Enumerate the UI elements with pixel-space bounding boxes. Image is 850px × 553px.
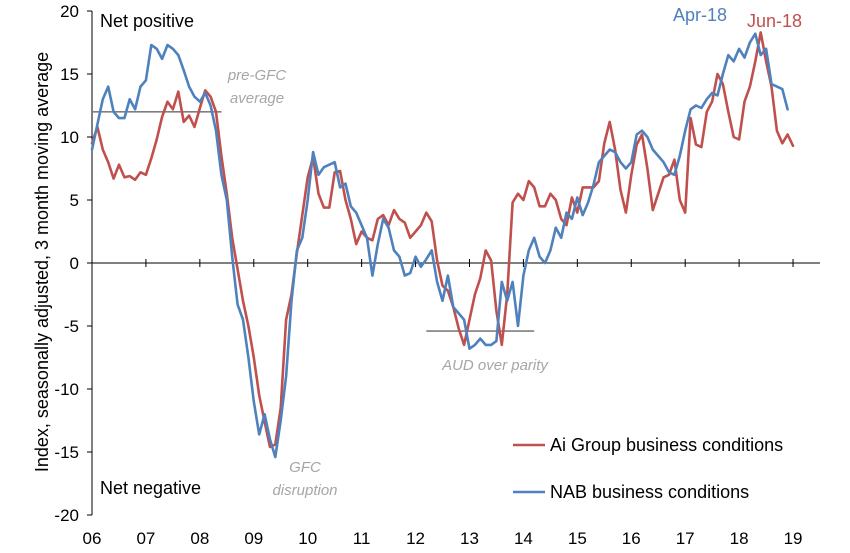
annotation-lines (92, 111, 535, 332)
y-tick-label--15: -15 (54, 443, 79, 462)
y-tick-label--20: -20 (54, 506, 79, 525)
x-tick-label-07: 07 (136, 529, 155, 548)
legend-label-nab: NAB business conditions (550, 482, 749, 502)
annotation-text-2-1: disruption (272, 482, 337, 499)
x-tick-label-12: 12 (406, 529, 425, 548)
x-tick-label-14: 14 (514, 529, 533, 548)
x-tick-label-06: 06 (83, 529, 102, 548)
x-tick-label-16: 16 (622, 529, 641, 548)
x-tick-label-08: 08 (190, 529, 209, 548)
x-tick-label-18: 18 (730, 529, 749, 548)
y-tick-label-0: 0 (70, 254, 79, 273)
legend-label-ai-group: Ai Group business conditions (550, 435, 783, 455)
series-layer (90, 31, 795, 459)
annotation-text-1-0: AUD over parity (441, 357, 549, 374)
y-tick-label--10: -10 (54, 380, 79, 399)
annotation-text-0-1: average (230, 90, 284, 107)
y-tick-label--5: -5 (64, 317, 79, 336)
y-axis-label: Index, seasonally adjusted, 3 month movi… (32, 52, 52, 472)
net-positive-label: Net positive (100, 11, 194, 31)
end-label-nab: Apr-18 (673, 5, 727, 25)
y-tick-label-20: 20 (60, 2, 79, 21)
x-tick-label-15: 15 (568, 529, 587, 548)
label-layer: pre-GFC average AUD over parity GFC disrupti… (227, 67, 550, 499)
y-tick-label-5: 5 (70, 191, 79, 210)
series-line-1 (90, 32, 789, 459)
end-label-ai-group: Jun-18 (747, 11, 802, 31)
x-tick-label-10: 10 (298, 529, 317, 548)
series-line-0 (90, 31, 795, 449)
y-tick-label-15: 15 (60, 65, 79, 84)
x-tick-label-19: 19 (784, 529, 803, 548)
x-tick-label-17: 17 (676, 529, 695, 548)
x-tick-label-11: 11 (353, 529, 371, 548)
x-tick-label-09: 09 (244, 529, 263, 548)
x-tick-label-13: 13 (460, 529, 479, 548)
y-tick-label-10: 10 (60, 128, 79, 147)
annotation-text-2-0: GFC (289, 459, 321, 476)
net-negative-label: Net negative (100, 478, 201, 498)
legend: Ai Group business conditions NAB busines… (513, 435, 783, 502)
annotation-text-0-0: pre-GFC (227, 67, 287, 84)
